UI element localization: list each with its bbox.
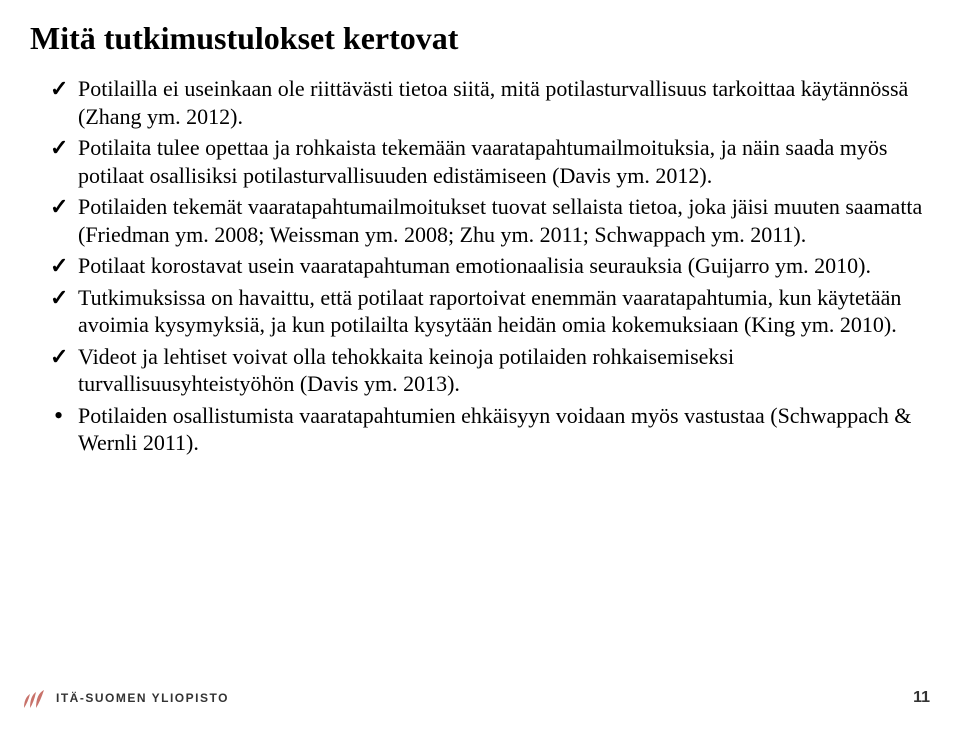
list-item: Tutkimuksissa on havaittu, että potilaat… xyxy=(50,284,930,339)
bullet-list: Potilailla ei useinkaan ole riittävästi … xyxy=(30,75,930,457)
list-item: Potilailla ei useinkaan ole riittävästi … xyxy=(50,75,930,130)
list-item: Potilaita tulee opettaa ja rohkaista tek… xyxy=(50,134,930,189)
logo-icon xyxy=(20,684,48,712)
list-item: Potilaat korostavat usein vaaratapahtuma… xyxy=(50,252,930,280)
list-item: Potilaiden osallistumista vaaratapahtumi… xyxy=(50,402,930,457)
list-item: Videot ja lehtiset voivat olla tehokkait… xyxy=(50,343,930,398)
logo-text: ITÄ-SUOMEN YLIOPISTO xyxy=(56,691,229,705)
slide-title: Mitä tutkimustulokset kertovat xyxy=(30,20,930,57)
page-number: 11 xyxy=(913,689,930,707)
university-logo: ITÄ-SUOMEN YLIOPISTO xyxy=(20,684,229,712)
list-item: Potilaiden tekemät vaaratapahtumailmoitu… xyxy=(50,193,930,248)
slide-footer: ITÄ-SUOMEN YLIOPISTO 11 xyxy=(20,684,930,712)
